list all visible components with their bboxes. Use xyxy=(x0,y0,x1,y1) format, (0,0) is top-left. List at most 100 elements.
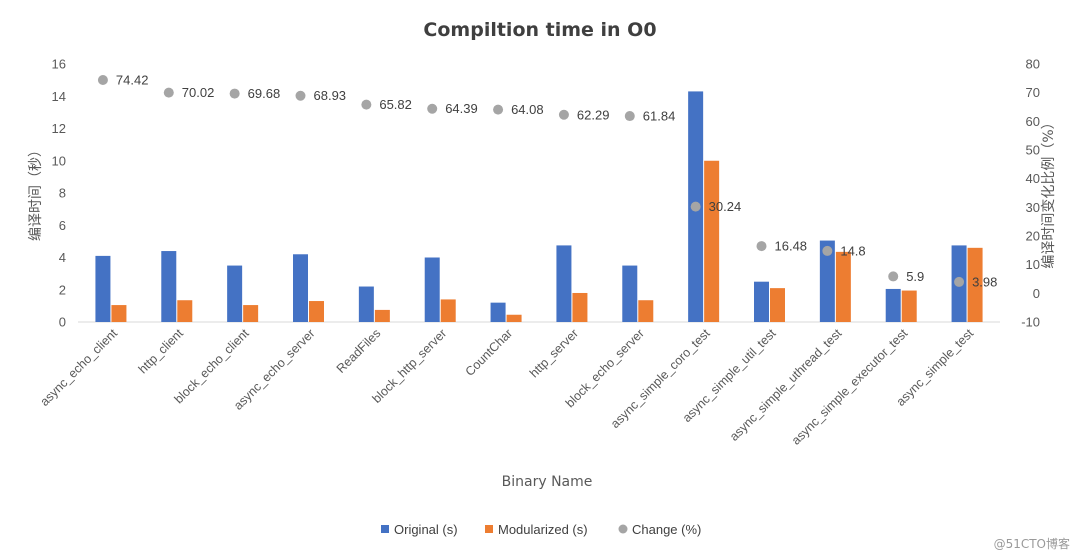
y2-tick-label: 20 xyxy=(1026,229,1040,244)
change-point xyxy=(427,103,438,114)
bar-original xyxy=(161,251,177,322)
bar-original xyxy=(556,245,572,322)
bar-modularized xyxy=(506,314,522,322)
bar-original xyxy=(358,286,374,322)
change-data-label: 68.93 xyxy=(314,88,347,103)
x-tick-label: http_client xyxy=(136,326,187,377)
bar-modularized xyxy=(967,247,983,322)
x-axis-title: Binary Name xyxy=(502,474,593,490)
bar-modularized xyxy=(704,160,720,322)
change-point xyxy=(690,201,701,212)
y-tick-label: 12 xyxy=(52,121,66,136)
chart-title: Compiltion time in O0 xyxy=(423,19,656,41)
change-data-label: 14.8 xyxy=(840,243,865,258)
change-data-label: 61.84 xyxy=(643,109,676,124)
change-point xyxy=(163,87,174,98)
change-data-label: 64.39 xyxy=(445,101,478,116)
bar-modularized xyxy=(177,300,193,322)
legend-swatch xyxy=(381,525,389,533)
legend-label: Original (s) xyxy=(394,522,458,537)
bar-original xyxy=(490,302,506,322)
x-tick-label: async_simple_uthread_test xyxy=(727,326,845,444)
legend-item: Change (%) xyxy=(618,522,701,537)
change-point xyxy=(756,241,767,252)
y-tick-label: 8 xyxy=(59,186,66,201)
x-tick-label: async_simple_executor_test xyxy=(789,326,911,448)
y2-tick-label: 0 xyxy=(1033,286,1040,301)
y-tick-label: 6 xyxy=(59,218,66,233)
y2-tick-label: 60 xyxy=(1026,114,1040,129)
bar-modularized xyxy=(638,300,654,322)
change-data-label: 5.9 xyxy=(906,269,924,284)
change-data-label: 74.42 xyxy=(116,72,149,87)
x-tick-label: block_http_server xyxy=(370,326,450,406)
bar-modularized xyxy=(111,305,127,322)
change-data-label: 30.24 xyxy=(709,199,742,214)
bar-modularized xyxy=(374,309,390,322)
legend-label: Modularized (s) xyxy=(498,522,588,537)
bar-modularized xyxy=(770,288,785,322)
y-tick-label: 0 xyxy=(59,315,66,330)
x-tick-label: async_echo_client xyxy=(37,326,120,409)
x-tick-label: CountChar xyxy=(463,326,516,379)
change-data-label: 64.08 xyxy=(511,102,544,117)
change-point xyxy=(624,111,635,122)
change-point xyxy=(229,88,240,99)
x-tick-label: ReadFiles xyxy=(334,326,384,376)
y2-tick-label: 50 xyxy=(1026,143,1040,158)
bar-modularized xyxy=(572,292,588,322)
change-data-label: 16.48 xyxy=(775,239,808,254)
points-layer xyxy=(97,74,965,287)
change-data-label: 70.02 xyxy=(182,85,215,100)
bar-original xyxy=(293,254,308,322)
y-tick-label: 14 xyxy=(52,89,66,104)
watermark-text: @51CTO博客 xyxy=(994,536,1070,551)
change-point xyxy=(97,74,108,85)
bar-modularized xyxy=(901,290,917,322)
x-tick-label: http_server xyxy=(527,326,581,380)
bar-original xyxy=(885,288,901,322)
change-data-label: 3.98 xyxy=(972,274,997,289)
change-data-label: 65.82 xyxy=(379,97,412,112)
legend: Original (s) Modularized (s) Change (%) xyxy=(381,522,701,537)
bar-modularized xyxy=(440,299,456,322)
legend-label: Change (%) xyxy=(632,522,701,537)
y-tick-label: 2 xyxy=(59,282,66,297)
legend-item: Modularized (s) xyxy=(485,522,588,537)
bar-original xyxy=(424,257,440,322)
bar-original xyxy=(819,240,835,322)
change-data-label: 62.29 xyxy=(577,107,610,122)
y-tick-label: 10 xyxy=(52,153,66,168)
bar-original xyxy=(622,265,638,322)
legend-swatch xyxy=(485,525,493,533)
change-point xyxy=(493,104,504,115)
y-tick-label: 16 xyxy=(52,57,66,72)
bars-layer xyxy=(95,91,983,322)
change-point xyxy=(888,271,899,282)
bar-modularized xyxy=(835,251,851,322)
legend-item: Original (s) xyxy=(381,522,458,537)
bar-modularized xyxy=(243,305,259,322)
change-point xyxy=(558,109,569,120)
y2-tick-label: 40 xyxy=(1026,171,1040,186)
y2-axis-title: 编译时间变化比例（%） xyxy=(1041,115,1057,268)
y2-tick-label: 80 xyxy=(1026,57,1040,72)
change-point xyxy=(822,245,833,256)
y2-tick-label: 10 xyxy=(1026,257,1040,272)
change-data-label: 69.68 xyxy=(248,86,281,101)
bar-original xyxy=(95,255,111,322)
bar-original xyxy=(227,265,243,322)
bar-original xyxy=(754,281,769,322)
change-point xyxy=(295,90,306,101)
y-axis-title: 编译时间（秒） xyxy=(28,143,44,241)
y2-tick-label: 30 xyxy=(1026,200,1040,215)
bar-modularized xyxy=(309,301,324,322)
y-tick-label: 4 xyxy=(59,250,66,265)
y2-tick-label: -10 xyxy=(1021,315,1040,330)
data-labels-layer: 74.42 70.02 69.68 68.93 65.82 64.39 64.08 62.29… xyxy=(116,72,997,289)
y2-tick-label: 70 xyxy=(1026,85,1040,100)
legend-swatch xyxy=(618,524,628,534)
change-point xyxy=(954,276,965,287)
